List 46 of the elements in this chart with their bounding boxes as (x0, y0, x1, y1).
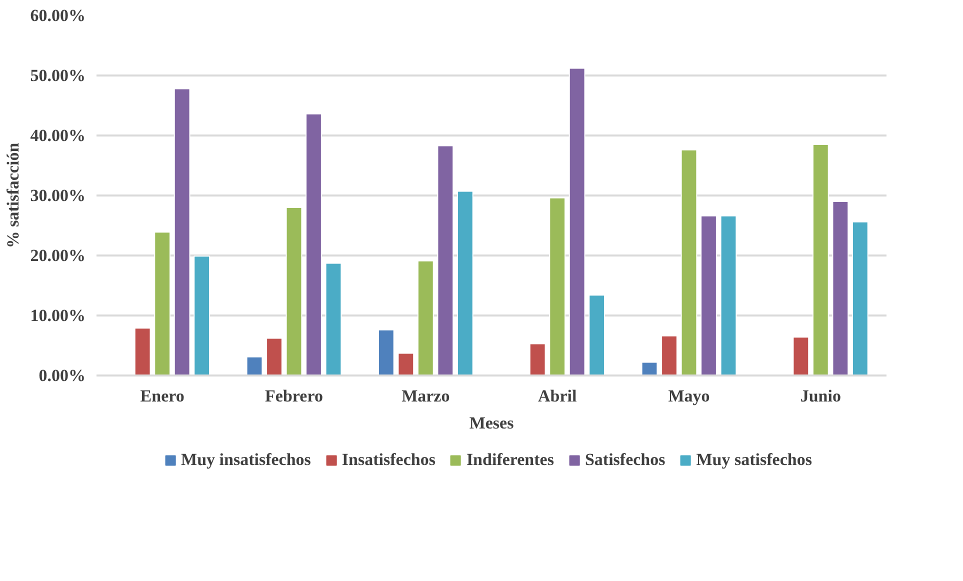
x-tick-label: Marzo (402, 386, 450, 406)
bar (134, 328, 151, 376)
x-tick-label: Junio (800, 386, 841, 406)
y-tick-label: 50.00% (30, 66, 86, 85)
legend-label: Muy satisfechos (696, 450, 812, 470)
bar (852, 221, 868, 376)
bar (266, 338, 282, 376)
y-tick-label: 60.00% (30, 6, 86, 25)
x-axis-title: Meses (469, 414, 514, 432)
legend-label: Satisfechos (584, 450, 666, 470)
bar (174, 88, 190, 376)
bar (286, 207, 302, 376)
bar (456, 190, 474, 376)
legend-label: Muy insatisfechos (181, 450, 311, 470)
bar (154, 232, 171, 376)
bar (398, 352, 414, 376)
bar (792, 336, 810, 376)
bar (832, 201, 849, 376)
bar (194, 256, 210, 376)
x-tick-label: Mayo (668, 386, 710, 406)
bar (812, 144, 829, 376)
bar (661, 335, 678, 376)
y-tick-label: 10.00% (30, 306, 86, 325)
x-tick-label: Febrero (265, 386, 323, 406)
bar (246, 356, 263, 376)
bar (680, 149, 698, 376)
y-tick-label: 20.00% (30, 246, 86, 265)
bar (549, 197, 566, 376)
bar (378, 329, 394, 376)
bar (325, 262, 342, 376)
bar (700, 215, 717, 376)
bar (588, 294, 606, 376)
y-axis-title: % satisfacción (3, 142, 22, 248)
y-tick-label: 40.00% (30, 126, 86, 145)
bar (568, 68, 586, 376)
y-tick-label: 30.00% (30, 186, 86, 205)
bar (417, 260, 434, 376)
legend-label: Insatisfechos (342, 450, 436, 470)
bar (720, 215, 737, 376)
bar (529, 343, 546, 376)
x-tick-label: Enero (140, 386, 184, 406)
bar (306, 113, 322, 376)
bar (437, 145, 454, 376)
legend-label: Indiferentes (466, 450, 554, 470)
x-tick-label: Abril (538, 386, 577, 406)
y-tick-label: 0.00% (38, 366, 86, 385)
